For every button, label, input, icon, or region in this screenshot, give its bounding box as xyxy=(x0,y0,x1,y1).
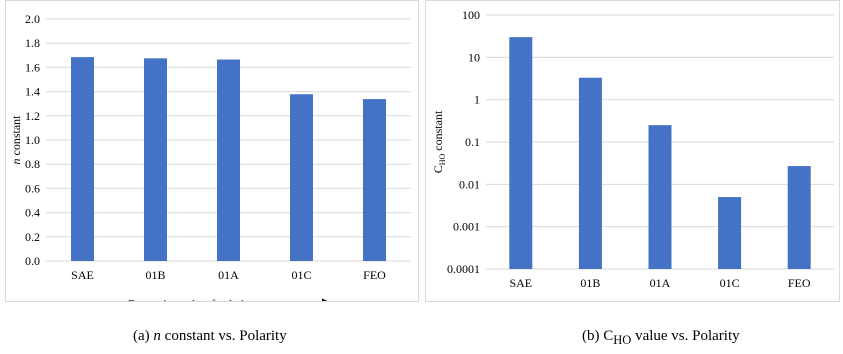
bar-sae xyxy=(71,57,94,261)
y-tick-label: 0.001 xyxy=(453,220,480,234)
bar-sae xyxy=(509,37,533,270)
y-tick-label: 100 xyxy=(462,8,480,22)
chart-panel-b: 0.0001 0.001 0.01 0.1 1 10 100 SAE 01B 01A 01C FEO C… xyxy=(425,0,840,302)
polarity-annotation: Decreasing order of polarity xyxy=(128,298,253,301)
y-tick-label: 1 xyxy=(474,93,480,107)
x-tick-label: FEO xyxy=(788,276,811,290)
chart-b-svg: 0.0001 0.001 0.01 0.1 1 10 100 SAE 01B 01A 01C FEO C… xyxy=(431,8,834,290)
x-tick-label: 01B xyxy=(145,268,165,282)
caption-a-suffix: constant vs. Polarity xyxy=(160,328,287,344)
x-tick-label: 01C xyxy=(720,276,740,290)
bar-01b xyxy=(144,58,167,262)
arrow-head-icon xyxy=(322,298,328,301)
y-tick-label: 0.4 xyxy=(25,206,40,220)
y-tick-label: 1.6 xyxy=(25,60,40,74)
y-axis-label-text: constant xyxy=(431,110,445,154)
x-tick-label: 01A xyxy=(218,268,239,282)
caption-a-italic: n xyxy=(153,328,161,344)
x-tick-label: SAE xyxy=(509,276,532,290)
y-tick-label: 0.01 xyxy=(459,177,480,191)
bar-feo xyxy=(363,99,386,262)
caption-a-prefix: (a) xyxy=(133,328,154,344)
caption-b-suffix: value vs. Polarity xyxy=(631,328,740,344)
y-tick-label: 0.0001 xyxy=(447,262,480,276)
bar-01c xyxy=(290,94,313,262)
x-tick-label: 01A xyxy=(650,276,671,290)
y-tick-label: 0.1 xyxy=(465,135,480,149)
x-tick-label: FEO xyxy=(363,268,386,282)
bar-01b xyxy=(578,77,602,269)
caption-b-subscript: HO xyxy=(613,333,632,347)
caption-b-prefix: (b) C xyxy=(582,328,614,344)
bar-01c xyxy=(718,197,742,269)
chart-panel-a: 0.0 0.2 0.4 0.6 0.8 1.0 1.2 1.4 1.6 1.8 2.0 SAE 01B 0… xyxy=(5,0,419,302)
y-axis-label: n constant xyxy=(9,115,23,165)
x-tick-label: 01C xyxy=(291,268,311,282)
y-tick-label: 0.2 xyxy=(25,230,40,244)
y-tick-label: 0.8 xyxy=(25,157,40,171)
y-axis-label-subscript: HO xyxy=(438,153,447,165)
y-tick-label: 2.0 xyxy=(25,12,40,26)
y-tick-label: 1.0 xyxy=(25,133,40,147)
y-axis-label-italic: n xyxy=(9,159,23,165)
y-axis-label-main: C xyxy=(431,165,445,173)
bar-01a xyxy=(648,125,672,269)
y-tick-label: 1.8 xyxy=(25,36,40,50)
caption-a: (a) n constant vs. Polarity xyxy=(133,328,287,345)
bar-01a xyxy=(217,59,240,261)
y-tick-label: 1.2 xyxy=(25,109,40,123)
y-tick-label: 10 xyxy=(468,50,480,64)
y-tick-label: 1.4 xyxy=(25,85,40,99)
y-tick-label: 0.6 xyxy=(25,181,40,195)
x-tick-label: 01B xyxy=(580,276,600,290)
bar-feo xyxy=(787,166,811,269)
caption-b: (b) CHO value vs. Polarity xyxy=(582,328,740,348)
y-tick-label: 0.0 xyxy=(25,254,40,268)
y-axis-label-text: constant xyxy=(9,115,23,159)
x-tick-label: SAE xyxy=(71,268,94,282)
y-axis-label: CHO constant xyxy=(431,110,447,173)
chart-a-svg: 0.0 0.2 0.4 0.6 0.8 1.0 1.2 1.4 1.6 1.8 2.0 SAE 01B 0… xyxy=(9,12,411,301)
